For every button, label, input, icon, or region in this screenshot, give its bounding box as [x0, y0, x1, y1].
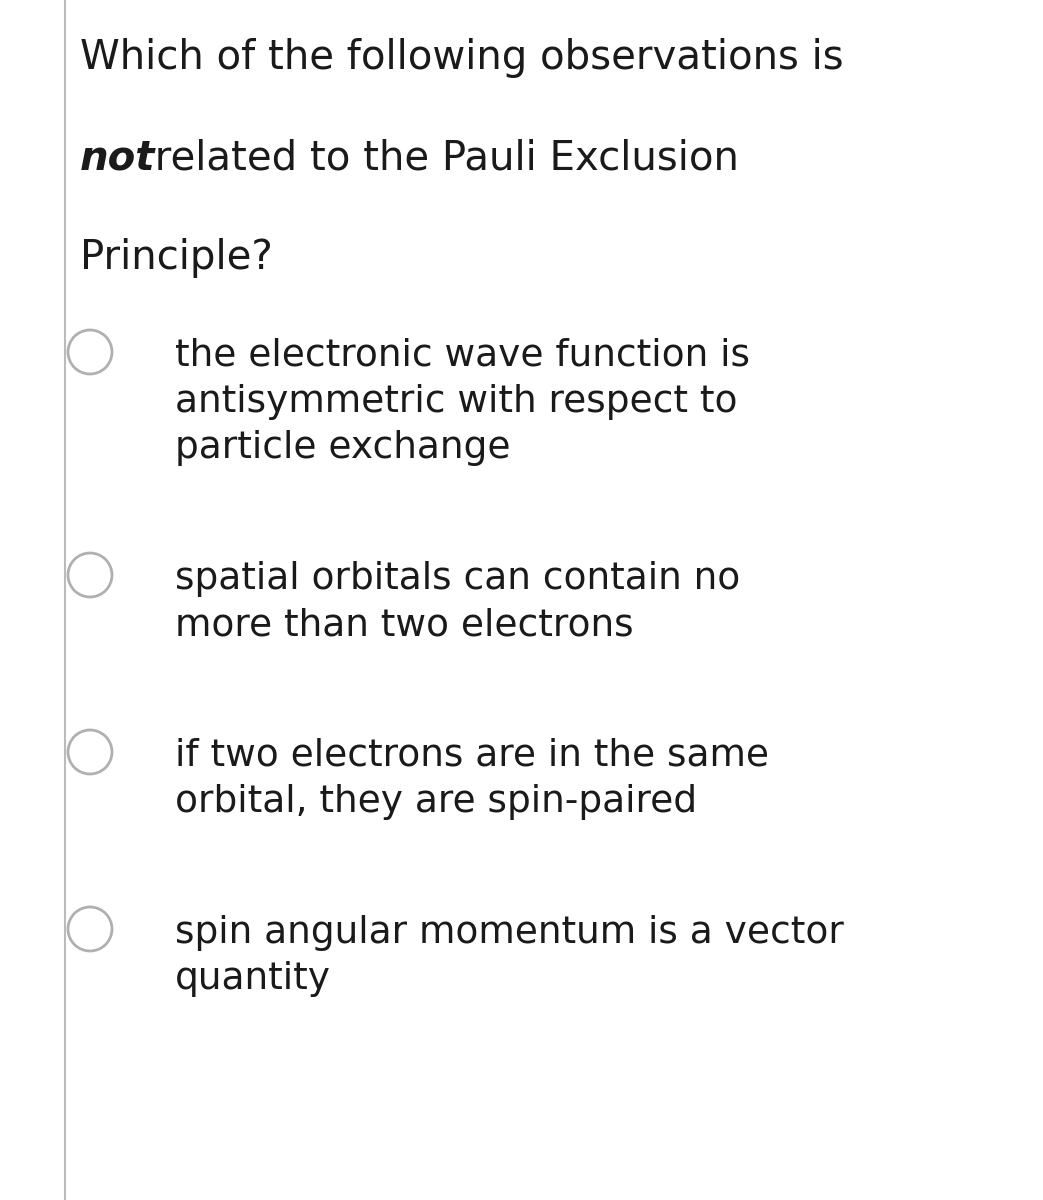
Text: antisymmetric with respect to: antisymmetric with respect to	[175, 384, 737, 420]
Circle shape	[68, 330, 112, 374]
Text: Principle?: Principle?	[80, 238, 273, 278]
Text: quantity: quantity	[175, 961, 331, 997]
Text: more than two electrons: more than two electrons	[175, 607, 634, 643]
Text: related to the Pauli Exclusion: related to the Pauli Exclusion	[142, 138, 738, 178]
Text: not: not	[80, 138, 155, 178]
Text: orbital, they are spin-paired: orbital, they are spin-paired	[175, 784, 697, 820]
Text: spin angular momentum is a vector: spin angular momentum is a vector	[175, 914, 844, 950]
Text: the electronic wave function is: the electronic wave function is	[175, 338, 750, 374]
Text: particle exchange: particle exchange	[175, 430, 510, 466]
Circle shape	[68, 907, 112, 950]
Text: Which of the following observations is: Which of the following observations is	[80, 38, 844, 78]
Text: spatial orbitals can contain no: spatial orbitals can contain no	[175, 560, 741, 596]
Text: if two electrons are in the same: if two electrons are in the same	[175, 738, 769, 774]
Circle shape	[68, 553, 112, 596]
Circle shape	[68, 730, 112, 774]
